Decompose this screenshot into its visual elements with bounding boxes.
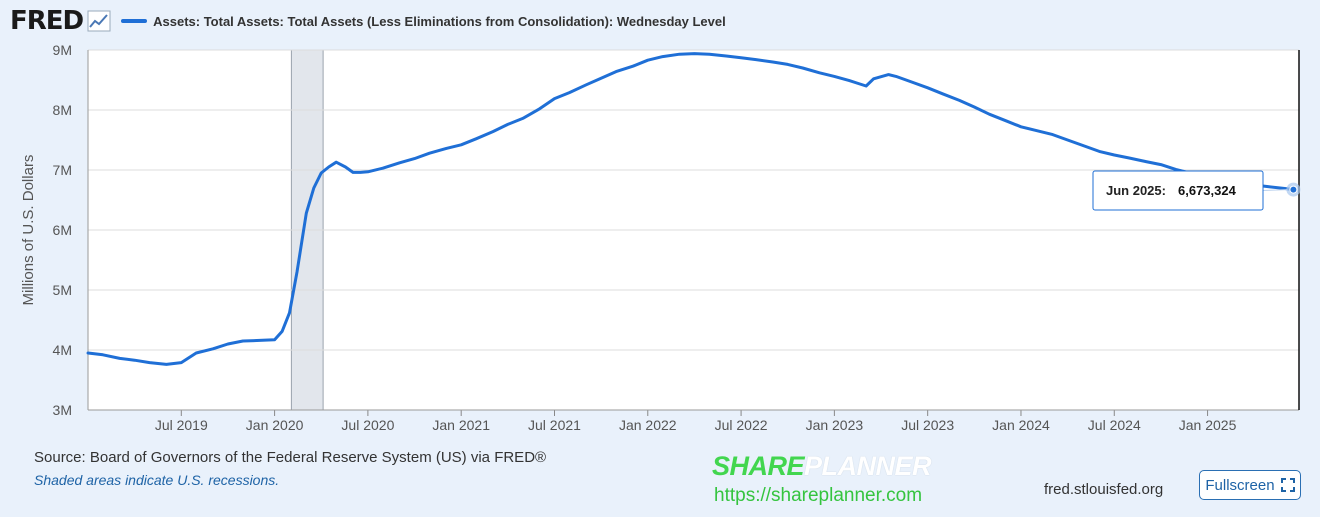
recession-note: Shaded areas indicate U.S. recessions. (34, 472, 280, 488)
chart-header: FRED Assets: Total Assets: Total Assets … (10, 4, 726, 38)
site-link[interactable]: fred.stlouisfed.org (1044, 481, 1164, 498)
x-tick-label: Jul 2022 (715, 417, 768, 433)
watermark-share: SHARE (712, 451, 805, 481)
shareplanner-watermark: SHAREPLANNER (712, 451, 932, 482)
x-tick-label: Jan 2023 (806, 417, 864, 433)
y-tick-label: 3M (53, 402, 72, 418)
line-chart-icon (87, 10, 111, 32)
legend-swatch (121, 19, 148, 23)
x-tick-label: Jan 2024 (992, 417, 1050, 433)
fullscreen-button[interactable]: Fullscreen (1199, 470, 1301, 500)
hover-point (1289, 185, 1298, 194)
x-tick-label: Jan 2022 (619, 417, 677, 433)
y-tick-label: 5M (53, 282, 72, 298)
y-tick-label: 9M (53, 42, 72, 58)
x-tick-label: Jul 2019 (155, 417, 208, 433)
x-tick-label: Jul 2024 (1088, 417, 1141, 433)
y-tick-label: 8M (53, 102, 72, 118)
tooltip-date: Jun 2025: (1106, 183, 1166, 198)
y-tick-label: 7M (53, 162, 72, 178)
x-tick-label: Jul 2020 (341, 417, 394, 433)
x-tick-label: Jul 2021 (528, 417, 581, 433)
y-axis-label: Millions of U.S. Dollars (20, 155, 37, 306)
watermark-planner: PLANNER (804, 451, 932, 481)
x-tick-label: Jan 2025 (1179, 417, 1237, 433)
series-line (86, 52, 1295, 366)
y-tick-label: 4M (53, 342, 72, 358)
tooltip-value: 6,673,324 (1178, 183, 1237, 198)
line-chart[interactable]: 3M 4M 5M 6M 7M 8M 9M Jul 2019 Jan 2020 Jul 2020 Ja… (0, 0, 1320, 440)
source-text: Source: Board of Governors of the Federa… (34, 449, 547, 466)
fullscreen-label: Fullscreen (1205, 476, 1275, 494)
watermark-url: https://shareplanner.com (714, 485, 923, 506)
fred-logo[interactable]: FRED (10, 6, 84, 36)
tooltip-box (1092, 170, 1264, 211)
tooltip-connector (1262, 189, 1288, 191)
expand-icon (1280, 478, 1295, 492)
y-tick-label: 6M (53, 222, 72, 238)
x-tick-label: Jul 2023 (901, 417, 954, 433)
x-tick-label: Jan 2020 (246, 417, 304, 433)
legend-series-title[interactable]: Assets: Total Assets: Total Assets (Less… (153, 13, 726, 29)
x-tick-label: Jan 2021 (432, 417, 490, 433)
